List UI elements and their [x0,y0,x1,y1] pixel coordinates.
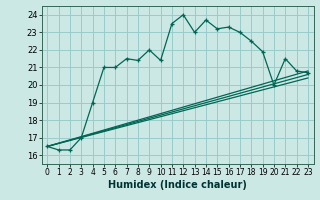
X-axis label: Humidex (Indice chaleur): Humidex (Indice chaleur) [108,180,247,190]
